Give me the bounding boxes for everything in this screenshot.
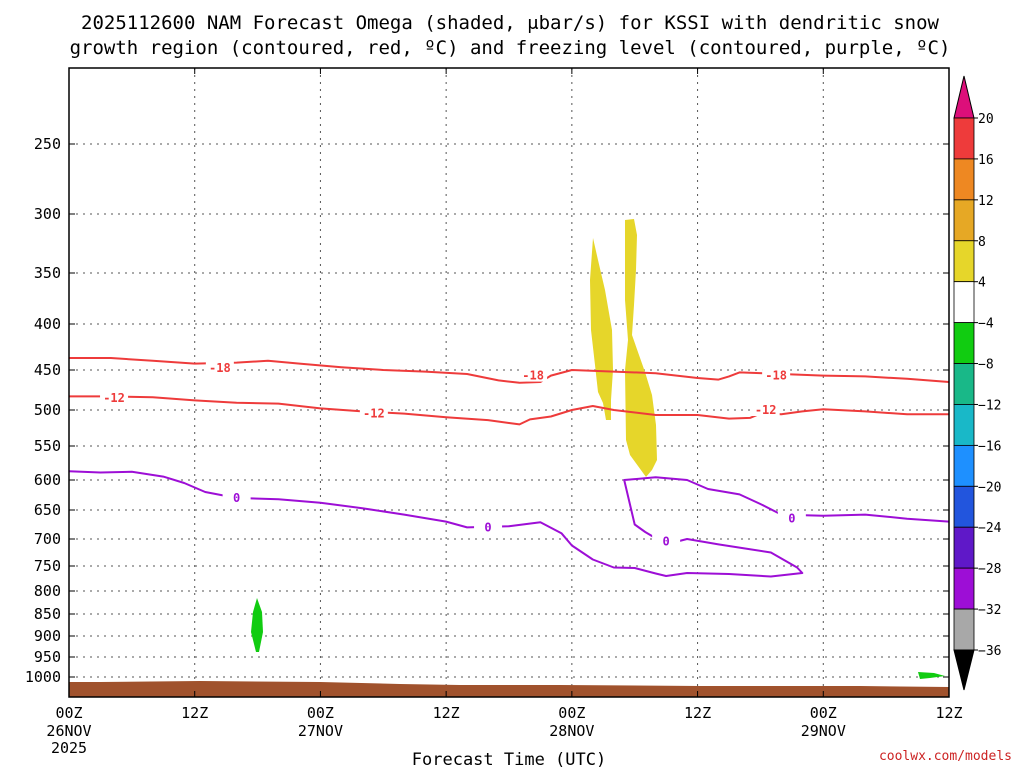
contour-label: 0 [484,520,491,534]
contour-label-bg [100,390,129,404]
colorbar-segment [953,444,975,487]
chart-title-line-1: 2025112600 NAM Forecast Omega (shaded, μ… [81,12,939,34]
contour--12 [69,395,949,426]
y-tick-label: 1000 [25,668,61,686]
contour-label: -18 [522,369,544,383]
colorbar-segment [953,199,975,242]
x-tick-date: 26NOV [46,722,91,740]
x-axis-title: Forecast Time (UTC) [412,750,606,768]
colorbar-label: 4 [978,276,986,291]
contour-label-bg [762,367,791,382]
y-tick-label: 500 [34,401,61,419]
colorbar-segment [953,485,975,528]
credit-text: coolwx.com/models [879,749,1012,764]
x-tick-label: 12Z [684,704,711,722]
colorbar-bottom-arrow [953,649,975,691]
x-tick-date: 29NOV [801,722,846,740]
y-tick-label: 300 [34,205,61,223]
y-tick-label: 400 [34,315,61,333]
y-tick-label: 550 [34,437,61,455]
x-tick-date: 27NOV [298,722,343,740]
y-tick-label: 350 [34,264,61,282]
colorbar-segment [953,404,975,446]
x-tick-label: 12Z [935,704,962,722]
contour-label: 0 [233,491,240,505]
colorbar-label: 20 [978,112,994,127]
x-tick-date: 28NOV [549,722,594,740]
colorbar-label: −4 [978,317,994,332]
y-tick-label: 750 [34,557,61,575]
y-tick-label: 900 [34,627,61,645]
contour-label-bg [652,533,681,548]
ascent-region-1 [590,238,613,420]
contour-0 [68,470,950,578]
x-tick-label: 12Z [433,704,460,722]
contour-label: -12 [363,407,385,421]
colorbar-label: 16 [978,153,994,168]
colorbar-segment [953,117,975,160]
x-tick-label: 12Z [181,704,208,722]
contour-label: -18 [765,369,787,383]
colorbar-segment [953,240,975,283]
contour-label-bg [519,367,548,382]
colorbar-segment [953,608,975,651]
colorbar-segment [953,322,975,364]
contour-label-bg [359,405,388,420]
colorbar-label: 12 [978,194,994,209]
y-tick-label: 650 [34,501,61,519]
y-tick-label: 450 [34,361,61,379]
x-tick-label: 00Z [810,704,837,722]
colorbar-label: −32 [978,603,1001,618]
colorbar: 20 16 12 8 4 −4 −8 −12 −16 −20 −24 −28 −32 −36 [953,75,1002,691]
contours: -18 -18 -18 -12 -12 -12 0 0 0 0 [68,357,950,578]
contour-label: -12 [103,391,125,405]
contour-label-bg [777,510,806,525]
y-tick-label: 800 [34,582,61,600]
colorbar-label: −12 [978,398,1001,413]
x-tick-label: 00Z [307,704,334,722]
ground [69,681,949,697]
descent-cell-2 [918,672,945,679]
colorbar-label: 8 [978,235,986,250]
y-tick-label: 250 [34,135,61,153]
x-tick-label: 00Z [55,704,82,722]
y-tick-label: 950 [34,648,61,666]
y-tick-label: 600 [34,471,61,489]
descent-cell-1 [251,598,263,652]
y-tick-label: 850 [34,605,61,623]
plot-frame [68,67,950,698]
colorbar-segment [953,281,975,324]
contour-label: -18 [209,361,231,375]
y-tick-label: 700 [34,530,61,548]
contour-label-bg [222,490,251,504]
colorbar-segment [953,158,975,201]
contour-label-bg [205,360,234,375]
ground-fill [69,681,949,697]
colorbar-label: −8 [978,358,994,373]
colorbar-segment [953,363,975,405]
x-tick-label: 00Z [558,704,585,722]
x-tick-year: 2025 [51,739,87,757]
chart-title-line-2: growth region (contoured, red, ºC) and f… [70,37,951,59]
contour-label-bg [474,519,503,534]
contour-label: 0 [663,535,670,549]
colorbar-label: −16 [978,439,1001,454]
contour-label-bg [751,402,780,416]
colorbar-label: −28 [978,562,1001,577]
contour-label: -12 [755,403,777,417]
colorbar-label: −20 [978,480,1001,495]
plot-area: -18 -18 -18 -12 -12 -12 0 0 0 0 [68,67,950,698]
colorbar-label: −36 [978,644,1001,659]
colorbar-segment [953,526,975,569]
contour-label: 0 [788,512,795,526]
colorbar-segment [953,567,975,610]
colorbar-label: −24 [978,521,1002,536]
colorbar-top-arrow [953,75,975,119]
y-axis-ticks: 250 300 350 400 450 500 550 600 650 700 750 800 850 9… [25,135,949,686]
